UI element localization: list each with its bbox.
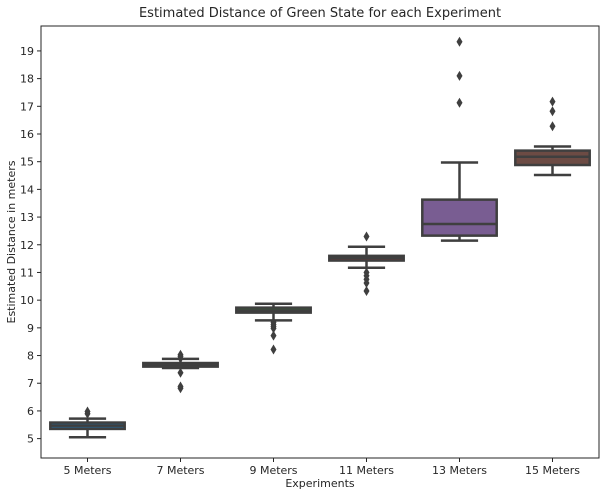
outlier-point bbox=[549, 96, 556, 107]
y-tick-label: 16 bbox=[20, 128, 34, 141]
y-tick-label: 7 bbox=[27, 377, 34, 390]
y-tick-label: 10 bbox=[20, 294, 34, 307]
outlier-point bbox=[84, 406, 91, 417]
y-tick-label: 6 bbox=[27, 405, 34, 418]
chart-title: Estimated Distance of Green State for ea… bbox=[139, 6, 501, 21]
x-tick-label: 5 Meters bbox=[63, 464, 111, 477]
y-tick-label: 9 bbox=[27, 322, 34, 335]
y-tick-label: 14 bbox=[20, 183, 34, 196]
outlier-point bbox=[270, 330, 277, 341]
outlier-point bbox=[177, 349, 184, 360]
y-tick-label: 8 bbox=[27, 350, 34, 363]
y-tick-label: 17 bbox=[20, 100, 34, 113]
outlier-point bbox=[270, 344, 277, 355]
outlier-point bbox=[549, 106, 556, 117]
y-tick-label: 18 bbox=[20, 73, 34, 86]
x-axis-label: Experiments bbox=[285, 477, 355, 490]
outlier-point bbox=[363, 231, 370, 242]
y-tick-label: 5 bbox=[27, 433, 34, 446]
x-tick-label: 7 Meters bbox=[156, 464, 204, 477]
x-tick-label: 11 Meters bbox=[339, 464, 394, 477]
outlier-point bbox=[363, 286, 370, 297]
outlier-point bbox=[549, 121, 556, 132]
outlier-point bbox=[177, 367, 184, 378]
x-tick-label: 9 Meters bbox=[249, 464, 297, 477]
outlier-point bbox=[456, 97, 463, 108]
x-tick-label: 13 Meters bbox=[432, 464, 487, 477]
x-tick-label: 15 Meters bbox=[525, 464, 580, 477]
outlier-point bbox=[177, 381, 184, 392]
outlier-point bbox=[456, 70, 463, 81]
y-tick-label: 12 bbox=[20, 239, 34, 252]
y-tick-label: 11 bbox=[20, 266, 34, 279]
plot-area: 5 6 7 8 9 10 11 12 13 14 15 16 17 18 19 5 Meters 7 Meter… bbox=[20, 25, 600, 477]
outlier-point bbox=[456, 36, 463, 47]
outlier-point bbox=[270, 317, 277, 328]
plot-frame bbox=[40, 25, 600, 459]
y-axis-label: Estimated Distance in meters bbox=[5, 160, 18, 323]
y-tick-label: 19 bbox=[20, 45, 34, 58]
outlier-point bbox=[363, 267, 370, 278]
y-tick-label: 15 bbox=[20, 156, 34, 169]
y-tick-label: 13 bbox=[20, 211, 34, 224]
box bbox=[421, 198, 498, 237]
